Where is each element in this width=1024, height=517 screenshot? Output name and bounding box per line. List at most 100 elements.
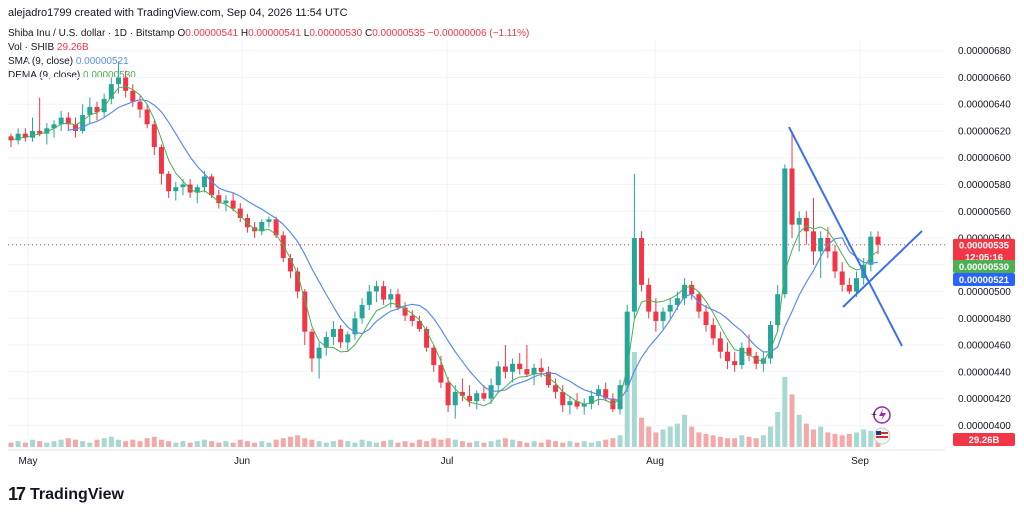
candle-body	[381, 286, 387, 300]
candle-body	[524, 369, 530, 375]
volume-bar	[660, 429, 666, 447]
volume-bar	[266, 442, 272, 447]
candle-body	[581, 403, 587, 407]
volume-bar	[58, 439, 64, 447]
sma-legend[interactable]: SMA (9, close) 0.00000521	[8, 56, 129, 67]
candle-body	[538, 367, 544, 372]
volume-bar	[373, 442, 379, 447]
price-tick-label: 0.00000480	[958, 314, 1011, 325]
candle-body	[80, 114, 86, 131]
candle-body	[323, 337, 329, 348]
candle-body	[768, 324, 774, 359]
volume-bar	[416, 439, 422, 447]
tradingview-logo[interactable]: 17 TradingView	[8, 484, 124, 505]
candle-body	[452, 391, 458, 406]
volume-bar	[495, 439, 501, 447]
volume-bar	[101, 438, 107, 447]
volume-bar	[624, 381, 630, 447]
chart-grid	[8, 40, 945, 450]
volume-bar	[137, 441, 143, 447]
volume-bar	[216, 442, 222, 447]
candle-body	[101, 98, 107, 113]
candle-body	[811, 231, 817, 252]
candle-body	[259, 221, 265, 232]
candle-body	[517, 363, 523, 370]
candle-body	[510, 363, 516, 372]
candle-body	[44, 128, 50, 134]
volume-bar	[703, 433, 709, 447]
volume-bar	[22, 442, 28, 447]
volume-bar	[309, 439, 315, 447]
volume-bar	[510, 439, 516, 447]
time-axis: May Jun Jul Aug Sep	[8, 449, 945, 467]
volume-label: Vol · SHIB	[8, 42, 55, 53]
volume-bar	[739, 435, 745, 447]
volume-bar	[811, 429, 817, 447]
candle-body	[646, 284, 652, 312]
volume-bar	[180, 441, 186, 447]
candle-body	[51, 124, 57, 129]
volume-bar	[431, 438, 437, 447]
volume-bar	[381, 441, 387, 447]
volume-tag-bg	[953, 433, 1015, 446]
candle-body	[151, 124, 157, 148]
candle-body	[624, 311, 630, 386]
volume-bar	[65, 438, 71, 447]
candle-body	[166, 173, 172, 192]
volume-bar	[366, 441, 372, 447]
candle-body	[130, 90, 136, 102]
volume-bar	[760, 435, 766, 447]
low-value: 0.00000530	[309, 28, 363, 39]
candle-body	[402, 307, 408, 316]
symbol-ohlc-line: Shiba Inu / U.S. dollar · 1D · Bitstamp …	[8, 28, 529, 39]
candle-body	[596, 389, 602, 396]
volume-bar	[667, 426, 673, 447]
low-label: L	[303, 28, 310, 39]
volume-bar	[15, 441, 21, 447]
volume-bar	[230, 442, 236, 447]
candle-body	[395, 294, 401, 308]
dema-legend[interactable]: DEMA (9, close) 0.00000530	[8, 70, 136, 81]
candle-body	[194, 187, 200, 193]
volume-bar	[639, 417, 645, 447]
symbol-name[interactable]: Shiba Inu / U.S. dollar · 1D · Bitstamp	[8, 28, 175, 39]
volume-bar	[359, 439, 365, 447]
volume-bar	[545, 439, 551, 447]
ideas-icon[interactable]	[873, 406, 891, 424]
price-tick-label: 0.00000640	[958, 100, 1011, 111]
volume-bar	[839, 435, 845, 447]
candle-body	[796, 217, 802, 225]
candle-body	[431, 347, 437, 366]
volume-bar	[130, 439, 136, 447]
candle-body	[223, 200, 229, 204]
volume-bar	[803, 423, 809, 447]
volume-bar	[252, 442, 258, 447]
volume-bar	[674, 423, 680, 447]
volume-legend[interactable]: Vol · SHIB 29.26B	[8, 42, 89, 53]
dema-price-tag-bg	[953, 260, 1015, 273]
volume-bar	[682, 414, 688, 447]
candle-body	[338, 328, 344, 343]
candle-body	[230, 200, 236, 209]
brand-name: TradingView	[30, 485, 124, 503]
volume-bar	[646, 426, 652, 447]
volume-bar	[115, 439, 121, 447]
plus-icon[interactable]: +	[871, 410, 877, 421]
candle-body	[782, 168, 788, 295]
volume-bar	[596, 441, 602, 447]
candle-body	[660, 311, 666, 321]
candle-body	[108, 84, 114, 99]
candle-body	[416, 320, 422, 329]
candle-body	[144, 109, 150, 125]
candle-body	[58, 117, 64, 125]
candle-body	[209, 176, 215, 196]
candle-body	[330, 328, 336, 338]
candle-body	[15, 133, 21, 141]
candle-body	[739, 347, 745, 366]
volume-bar	[209, 441, 215, 447]
volume-bar	[452, 439, 458, 447]
candlestick-series	[8, 61, 881, 419]
flag-icon[interactable]	[873, 427, 891, 445]
